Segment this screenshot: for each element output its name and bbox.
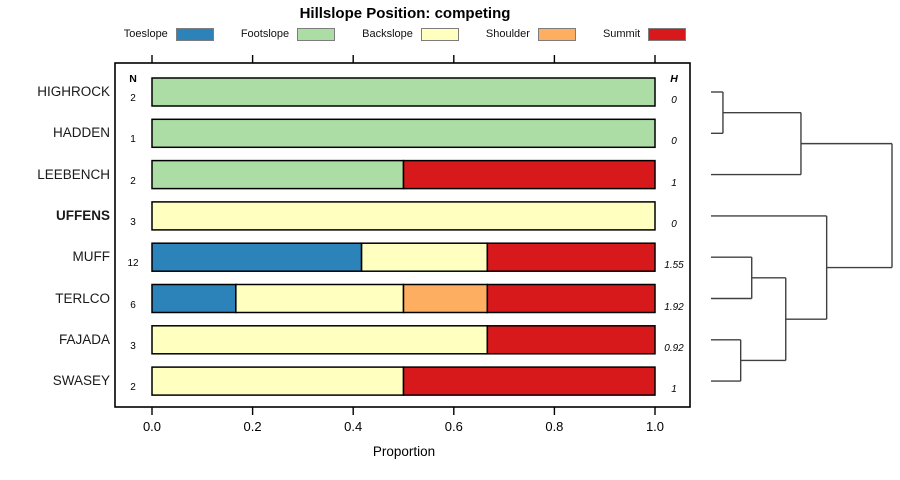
legend-label: Toeslope bbox=[123, 28, 168, 40]
x-tick-label: 0.0 bbox=[142, 419, 162, 434]
h-value: 0 bbox=[671, 95, 677, 106]
legend-swatch bbox=[420, 27, 459, 41]
bar-segment-backslope bbox=[151, 366, 405, 396]
row-label-uffens: UFFENS bbox=[56, 207, 110, 223]
bar-segment-summit bbox=[486, 242, 656, 272]
bar-segment-summit bbox=[402, 159, 656, 190]
legend-label: Footslope bbox=[240, 28, 290, 40]
n-value: 3 bbox=[130, 340, 136, 352]
row-label-terlco: TERLCO bbox=[55, 290, 110, 306]
bar-segment-shoulder bbox=[402, 283, 489, 314]
legend-swatch bbox=[648, 27, 687, 41]
legend-item-backslope: Backslope bbox=[362, 27, 459, 41]
n-value: 12 bbox=[127, 258, 139, 270]
h-value: 0 bbox=[671, 136, 677, 148]
bar-segment-backslope bbox=[235, 283, 405, 314]
legend-item-footslope: Footslope bbox=[240, 27, 336, 41]
bar-segment-summit bbox=[486, 325, 656, 355]
x-tick-label: 0.8 bbox=[545, 419, 564, 434]
bar-segment-footslope bbox=[151, 159, 405, 190]
x-tick-label: 1.0 bbox=[645, 419, 665, 434]
plot-box bbox=[114, 62, 691, 408]
h-value: 1 bbox=[671, 384, 677, 396]
n-value: 1 bbox=[130, 134, 136, 146]
legend-item-shoulder: Shoulder bbox=[485, 27, 576, 41]
legend-swatch bbox=[175, 27, 214, 41]
x-tick-label: 0.6 bbox=[444, 419, 463, 434]
h-value: 0 bbox=[671, 218, 677, 230]
n-value: 3 bbox=[130, 216, 136, 228]
bar-segment-footslope bbox=[151, 118, 656, 149]
row-label-swasey: SWASEY bbox=[52, 373, 110, 389]
n-value: 2 bbox=[130, 93, 136, 104]
bar-segment-toeslope bbox=[151, 242, 363, 272]
row-label-fajada: FAJADA bbox=[58, 331, 110, 347]
bar-segment-summit bbox=[402, 366, 656, 396]
legend-label: Summit bbox=[602, 28, 641, 40]
bar-segment-summit bbox=[486, 283, 656, 314]
h-value: 1.92 bbox=[664, 301, 684, 313]
x-tick-label: 0.2 bbox=[243, 419, 262, 434]
row-label-hadden: HADDEN bbox=[52, 125, 110, 141]
n-value: 2 bbox=[130, 382, 136, 394]
row-label-leebench: LEEBENCH bbox=[37, 166, 110, 182]
bar-segment-backslope bbox=[360, 242, 489, 272]
bar-segment-footslope bbox=[151, 77, 656, 107]
h-value: 0.92 bbox=[664, 342, 684, 354]
h-value: 1.55 bbox=[664, 260, 684, 272]
row-label-highrock: HIGHROCK bbox=[37, 84, 110, 99]
n-column-header: N bbox=[129, 73, 137, 85]
legend-swatch bbox=[297, 27, 336, 41]
chart-title: Hillslope Position: competing bbox=[299, 5, 511, 22]
legend-label: Backslope bbox=[362, 28, 413, 40]
legend-item-summit: Summit bbox=[602, 27, 687, 41]
x-axis-title: Proportion bbox=[372, 444, 436, 459]
bar-segment-toeslope bbox=[151, 283, 237, 314]
row-label-muff: MUFF bbox=[72, 249, 111, 265]
n-value: 6 bbox=[130, 299, 136, 311]
h-column-header: H bbox=[670, 73, 678, 85]
x-tick-label: 0.4 bbox=[344, 419, 363, 434]
bar-segment-backslope bbox=[151, 325, 489, 355]
legend-swatch bbox=[537, 27, 576, 41]
bar-segment-backslope bbox=[151, 201, 656, 231]
legend-label: Shoulder bbox=[485, 28, 530, 40]
legend-item-toeslope: Toeslope bbox=[123, 27, 214, 41]
legend: Toeslope Footslope Backslope Shoulder Summit bbox=[0, 26, 810, 42]
h-value: 1 bbox=[671, 177, 677, 189]
n-value: 2 bbox=[130, 175, 136, 187]
